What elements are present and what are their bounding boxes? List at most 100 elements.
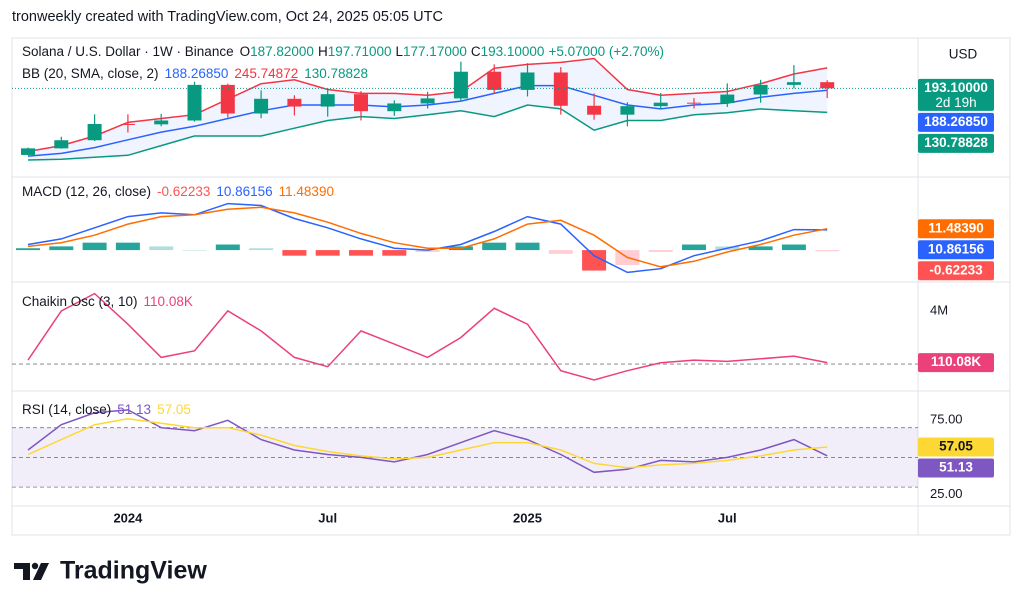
axis-label: 57.05 (939, 439, 973, 454)
attribution: tronweekly created with TradingView.com,… (12, 9, 443, 25)
band-fill (28, 58, 828, 160)
axis-label-box (918, 261, 994, 281)
indicator-value: 110.08K (143, 294, 193, 309)
histogram-bar (815, 250, 840, 252)
indicator-value: -0.62233 (157, 184, 211, 199)
legend: Solana / U.S. Dollar · 1W · Binance O187.… (22, 44, 670, 59)
histogram-bar (115, 242, 140, 251)
candle-body (154, 120, 169, 125)
axis-label-box (918, 240, 994, 260)
histogram-bar (349, 250, 373, 256)
indicator-value: 57.05 (157, 402, 191, 417)
histogram-bar (16, 248, 40, 251)
x-tick-label: 2025 (513, 510, 542, 525)
histogram-bar (315, 250, 340, 256)
ohlc-label: H (317, 44, 328, 59)
axis-label: 130.78828 (924, 135, 988, 150)
indicator-value: 51.13 (117, 402, 152, 417)
indicator-title: BB (20, SMA, close, 2) (22, 66, 159, 81)
series-line (27, 409, 828, 474)
series-line (27, 206, 828, 268)
candle-body (687, 102, 701, 104)
y-tick-label: 25.00 (930, 486, 963, 501)
ohlc-label: O (239, 44, 251, 59)
legend: RSI (14, close) 51.13 57.05 (22, 402, 197, 417)
candle-body (87, 123, 102, 141)
histogram-bar (149, 246, 174, 251)
candle-body (487, 71, 502, 90)
axis-label: 10.86156 (928, 241, 985, 256)
indicator-value: 11.48390 (278, 184, 334, 199)
axis-label-box (918, 219, 994, 239)
axis-label: 188.26850 (924, 114, 988, 129)
x-tick-label: Jul (718, 510, 737, 525)
candle-body (187, 84, 202, 121)
histogram-bar (682, 244, 706, 251)
indicator-title: MACD (12, 26, close) (22, 184, 152, 199)
ohlc-item: O187.82000 (240, 44, 314, 59)
ohlc-value: 187.82000 (250, 44, 314, 59)
axis-label-box (918, 458, 994, 478)
y-tick-label: 4M (930, 302, 948, 317)
histogram-bar (249, 248, 274, 251)
histogram-bar (781, 244, 806, 251)
histogram-bar (382, 250, 407, 256)
axis-label: 51.13 (939, 460, 973, 475)
candle-body (387, 103, 402, 112)
chart-frame (11, 37, 1011, 536)
histogram-bar (548, 250, 573, 254)
candle-body (720, 94, 735, 104)
candle-body (587, 105, 602, 115)
legend-title: Solana / U.S. Dollar · 1W · Binance (22, 44, 234, 59)
histogram-bar (415, 250, 440, 252)
candle-body (287, 98, 302, 107)
candle-body (753, 84, 768, 95)
price-change: +5.07000 (+2.70%) (548, 44, 665, 59)
candle-body (420, 98, 435, 104)
candle-body (220, 84, 235, 114)
legend: MACD (12, 26, close) -0.62233 10.86156 11.4… (22, 184, 340, 199)
axis-label: -0.62233 (929, 262, 983, 277)
candle-body (354, 94, 368, 112)
histogram-bar (282, 250, 307, 256)
histogram-bar (49, 246, 74, 251)
axis-label-box (918, 112, 994, 132)
candle-body (54, 140, 69, 149)
axis-label-box (918, 437, 994, 457)
currency-label: USD (949, 47, 978, 62)
y-tick-label: 75.00 (930, 412, 963, 427)
candle-body (620, 106, 635, 115)
candle-body (553, 72, 568, 106)
histogram-bar (648, 250, 673, 252)
logo-icon (14, 562, 49, 580)
histogram-bar (515, 242, 540, 251)
logo-text: TradingView (60, 557, 207, 585)
axis-label: 110.08K (931, 354, 982, 369)
series-line (27, 418, 828, 469)
axis-label: 2d 19h (935, 95, 976, 110)
candle-body (520, 72, 535, 90)
ohlc-label: L (395, 44, 404, 59)
axis-label-box (918, 133, 994, 153)
indicator-value: 245.74872 (234, 66, 299, 81)
ohlc-value: 177.17000 (403, 44, 467, 59)
candle-body (453, 71, 468, 99)
axis-label-box (918, 353, 994, 373)
legend: BB (20, SMA, close, 2) 188.26850 245.74872… (22, 66, 374, 81)
candle-body (820, 82, 835, 89)
indicator-title: Chaikin Osc (3, 10) (22, 294, 138, 309)
legend: Chaikin Osc (3, 10) 110.08K (22, 294, 199, 309)
candle-body (254, 98, 269, 114)
histogram-bar (182, 250, 207, 251)
ohlc-item: H197.71000 (318, 44, 392, 59)
series-line (27, 292, 828, 381)
indicator-title: RSI (14, close) (22, 402, 112, 417)
ohlc-item: L177.17000 (396, 44, 467, 59)
histogram-bar (482, 242, 507, 251)
candle-body (786, 82, 801, 85)
histogram-bar (82, 242, 107, 251)
indicator-value: 10.86156 (216, 184, 273, 199)
indicator-value: 130.78828 (304, 66, 369, 81)
x-tick-label: 2024 (113, 510, 143, 525)
